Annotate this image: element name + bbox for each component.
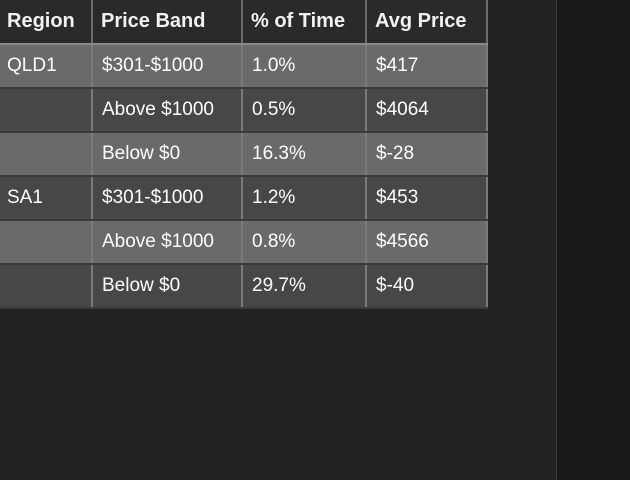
table-header-row: Region Price Band % of Time Avg Price <box>0 0 488 45</box>
cell-region <box>0 264 93 309</box>
cell-region <box>0 220 93 265</box>
cell-avg-price: $417 <box>366 44 488 89</box>
column-header-region[interactable]: Region <box>0 0 93 45</box>
cell-percent-of-time: 0.8% <box>242 220 367 265</box>
cell-price-band: Above $1000 <box>92 88 243 133</box>
side-panel <box>556 0 630 480</box>
cell-avg-price: $4566 <box>366 220 488 265</box>
table-row: QLD1 $301-$1000 1.0% $417 <box>0 44 488 89</box>
content-panel: Region Price Band % of Time Avg Price QL… <box>0 0 488 309</box>
cell-region <box>0 132 93 177</box>
cell-percent-of-time: 29.7% <box>242 264 367 309</box>
table-row: Below $0 16.3% $-28 <box>0 132 488 177</box>
cell-percent-of-time: 16.3% <box>242 132 367 177</box>
column-header-price-band[interactable]: Price Band <box>92 0 243 45</box>
cell-region: SA1 <box>0 176 93 221</box>
cell-price-band: $301-$1000 <box>92 176 243 221</box>
cell-price-band: Below $0 <box>92 132 243 177</box>
cell-percent-of-time: 0.5% <box>242 88 367 133</box>
cell-avg-price: $-28 <box>366 132 488 177</box>
column-header-percent-of-time[interactable]: % of Time <box>242 0 367 45</box>
table-row: Above $1000 0.8% $4566 <box>0 220 488 265</box>
cell-region <box>0 88 93 133</box>
cell-percent-of-time: 1.0% <box>242 44 367 89</box>
price-band-table: Region Price Band % of Time Avg Price QL… <box>0 0 488 309</box>
table-row: Below $0 29.7% $-40 <box>0 264 488 309</box>
cell-avg-price: $453 <box>366 176 488 221</box>
cell-avg-price: $4064 <box>366 88 488 133</box>
cell-avg-price: $-40 <box>366 264 488 309</box>
table-row: SA1 $301-$1000 1.2% $453 <box>0 176 488 221</box>
cell-price-band: Below $0 <box>92 264 243 309</box>
table-row: Above $1000 0.5% $4064 <box>0 88 488 133</box>
cell-price-band: $301-$1000 <box>92 44 243 89</box>
column-header-avg-price[interactable]: Avg Price <box>366 0 488 45</box>
cell-region: QLD1 <box>0 44 93 89</box>
cell-price-band: Above $1000 <box>92 220 243 265</box>
cell-percent-of-time: 1.2% <box>242 176 367 221</box>
